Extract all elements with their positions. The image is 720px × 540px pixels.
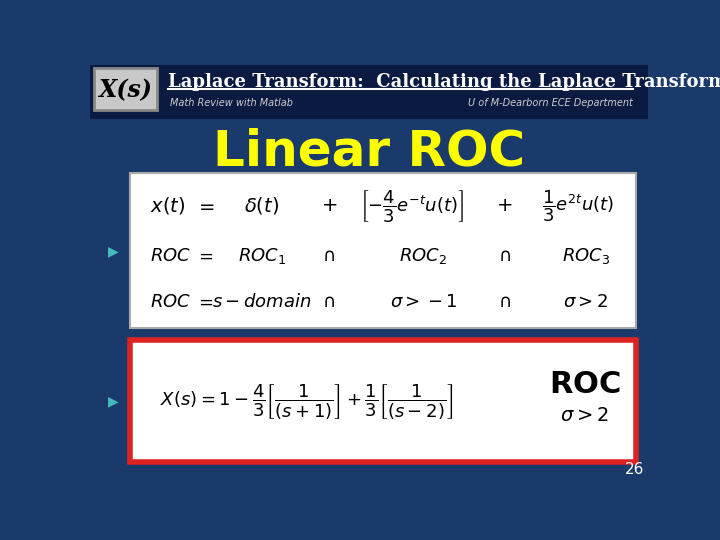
Text: $\cap$: $\cap$ — [323, 247, 335, 265]
Text: $=$: $=$ — [195, 293, 214, 311]
FancyBboxPatch shape — [90, 65, 648, 119]
Text: $X(s) = 1 - \dfrac{4}{3}\left[\dfrac{1}{(s+1)}\right] + \dfrac{1}{3}\left[\dfrac: $X(s) = 1 - \dfrac{4}{3}\left[\dfrac{1}{… — [160, 382, 453, 421]
FancyBboxPatch shape — [130, 340, 636, 462]
Text: $\cap$: $\cap$ — [323, 293, 335, 311]
Text: $=$: $=$ — [194, 196, 215, 215]
Text: $+$: $+$ — [496, 196, 513, 215]
Text: $ROC$: $ROC$ — [150, 247, 192, 265]
Text: Math Review with Matlab: Math Review with Matlab — [170, 98, 293, 109]
Text: $\mathbf{ROC}$: $\mathbf{ROC}$ — [549, 370, 621, 399]
Text: $\delta(t)$: $\delta(t)$ — [245, 195, 279, 216]
Text: $s - domain$: $s - domain$ — [212, 293, 312, 311]
Text: Linear ROC: Linear ROC — [213, 127, 525, 175]
Text: U of M-Dearborn ECE Department: U of M-Dearborn ECE Department — [467, 98, 632, 109]
Text: $\sigma > -1$: $\sigma > -1$ — [390, 293, 457, 311]
Text: $ROC$: $ROC$ — [150, 293, 192, 311]
Text: $\left[-\dfrac{4}{3}e^{-t}u(t)\right]$: $\left[-\dfrac{4}{3}e^{-t}u(t)\right]$ — [360, 188, 464, 224]
Text: 26: 26 — [625, 462, 644, 477]
FancyBboxPatch shape — [130, 173, 636, 328]
Text: $x(t)$: $x(t)$ — [150, 195, 186, 216]
Text: $ROC_3$: $ROC_3$ — [562, 246, 610, 266]
Text: ▶: ▶ — [108, 394, 119, 408]
Text: $ROC_1$: $ROC_1$ — [238, 246, 286, 266]
FancyBboxPatch shape — [94, 68, 158, 110]
Text: $+$: $+$ — [320, 196, 337, 215]
Text: ▶: ▶ — [108, 244, 119, 258]
Text: $\cap$: $\cap$ — [498, 293, 511, 311]
Text: $\sigma > 2$: $\sigma > 2$ — [563, 293, 608, 311]
Text: $=$: $=$ — [195, 247, 214, 265]
Text: $\dfrac{1}{3}e^{2t}u(t)$: $\dfrac{1}{3}e^{2t}u(t)$ — [542, 188, 614, 224]
Text: X(s): X(s) — [99, 78, 153, 102]
Text: $\sigma > 2$: $\sigma > 2$ — [560, 406, 609, 424]
Text: $ROC_2$: $ROC_2$ — [400, 246, 447, 266]
Text: $\cap$: $\cap$ — [498, 247, 511, 265]
Text: Laplace Transform:  Calculating the Laplace Transform: Laplace Transform: Calculating the Lapla… — [168, 73, 720, 91]
